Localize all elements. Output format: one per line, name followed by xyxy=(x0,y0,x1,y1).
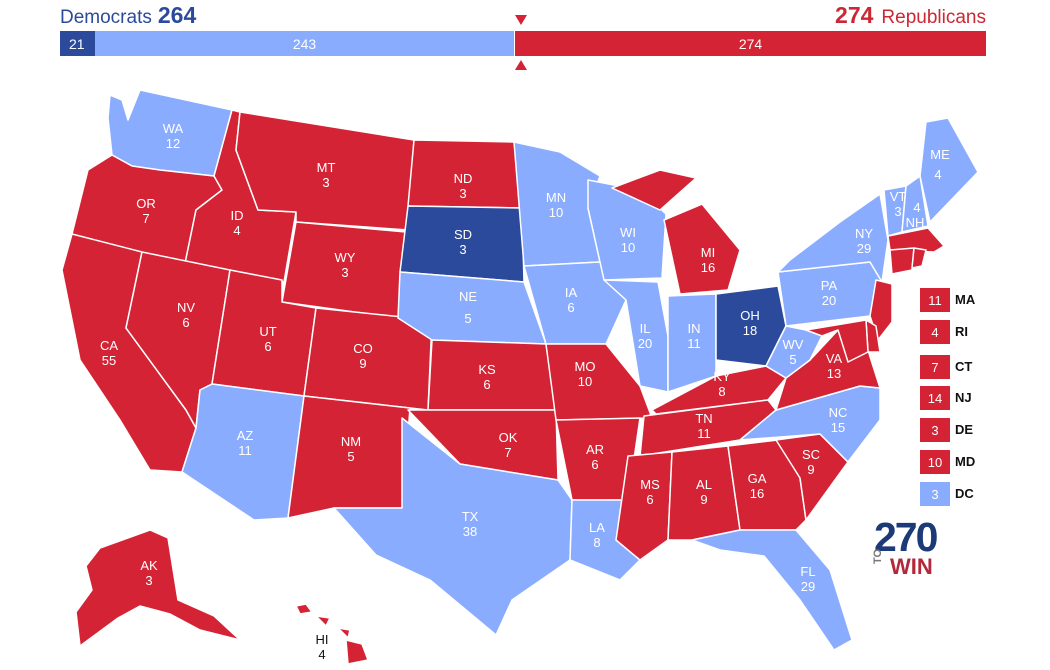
legend-label-de: DE xyxy=(955,422,974,437)
label-me: ME 4 xyxy=(930,147,950,182)
republicans-label: Republicans xyxy=(881,7,986,28)
label-tx: TX 38 xyxy=(462,509,479,539)
label-nd: ND 3 xyxy=(454,171,473,201)
label-ar: AR 6 xyxy=(586,442,604,472)
270-marker-bottom-icon xyxy=(515,60,527,70)
legend-label-md: MD xyxy=(955,454,976,469)
state-tx[interactable] xyxy=(333,417,573,636)
label-fl: FL 29 xyxy=(800,564,815,594)
legend-box-ri[interactable]: 4 xyxy=(920,320,950,344)
label-sc: SC 9 xyxy=(802,447,820,477)
label-ut: UT 6 xyxy=(259,324,276,354)
label-ny: NY 29 xyxy=(855,226,873,256)
state-me[interactable] xyxy=(919,117,979,223)
state-ne[interactable] xyxy=(397,271,547,345)
legend-row-dc[interactable]: 3 DC xyxy=(920,482,1030,506)
label-pa: PA 20 xyxy=(821,278,838,308)
democrats-total: Democrats 264 xyxy=(60,2,196,29)
label-la: LA 8 xyxy=(589,520,605,550)
state-ia[interactable] xyxy=(523,261,627,345)
state-nh[interactable] xyxy=(901,175,929,233)
label-oh: OH 18 xyxy=(740,308,760,338)
label-il: IL 20 xyxy=(638,321,652,351)
legend-label-ct: CT xyxy=(955,359,973,374)
label-tn: TN 11 xyxy=(695,411,712,441)
state-md[interactable] xyxy=(805,319,869,363)
label-ne: NE 5 xyxy=(459,289,477,326)
label-ca: CA 55 xyxy=(100,338,118,368)
label-in: IN 11 xyxy=(687,321,701,351)
label-id: ID 4 xyxy=(231,208,244,238)
republicans-electoral-votes: 274 xyxy=(835,2,874,28)
legend-row-de[interactable]: 3 DE xyxy=(920,418,1030,442)
label-mo: MO 10 xyxy=(575,359,596,389)
legend-box-nj[interactable]: 14 xyxy=(920,386,950,410)
label-al: AL 9 xyxy=(696,477,712,507)
bar-dem-safe: 21 xyxy=(60,31,95,56)
label-nc: NC 15 xyxy=(829,405,848,435)
state-mi[interactable] xyxy=(611,169,741,295)
label-vt: VT 3 xyxy=(890,189,907,219)
legend-box-de[interactable]: 3 xyxy=(920,418,950,442)
270towin-logo: 270 TO WIN xyxy=(872,514,952,584)
legend-label-dc: DC xyxy=(955,486,974,501)
label-wv: WV 5 xyxy=(783,337,804,367)
legend-row-md[interactable]: 10 MD xyxy=(920,450,1030,474)
logo-to: TO xyxy=(872,548,884,564)
label-va: VA 13 xyxy=(826,351,843,381)
legend-row-ct[interactable]: 7 CT xyxy=(920,355,1030,379)
state-ma[interactable] xyxy=(887,227,945,253)
label-nm: NM 5 xyxy=(341,434,361,464)
state-ny[interactable] xyxy=(777,193,889,283)
label-nv: NV 6 xyxy=(177,300,195,330)
logo-win: WIN xyxy=(890,554,933,579)
democrats-electoral-votes: 264 xyxy=(157,2,197,28)
republicans-total: 274 Republicans xyxy=(835,2,986,29)
270-marker-top-icon xyxy=(515,15,527,25)
label-nh: 4 NH xyxy=(906,200,925,230)
label-ok: OK 7 xyxy=(499,430,518,460)
label-ms: MS 6 xyxy=(640,477,660,507)
label-or: OR 7 xyxy=(136,196,156,226)
state-ak[interactable] xyxy=(75,529,241,647)
label-ia: IA 6 xyxy=(565,285,578,315)
legend-label-ma: MA xyxy=(955,292,976,307)
logo-number: 270 xyxy=(874,514,938,560)
democrats-label: Democrats xyxy=(60,7,152,28)
label-wi: WI 10 xyxy=(620,225,636,255)
state-fl[interactable] xyxy=(691,529,853,651)
label-co: CO 9 xyxy=(353,341,373,371)
label-ga: GA 16 xyxy=(748,471,767,501)
label-ks: KS 6 xyxy=(478,362,496,392)
state-ms[interactable] xyxy=(615,451,673,561)
label-mi: MI 16 xyxy=(701,245,715,275)
label-ak: AK 3 xyxy=(140,558,158,588)
state-ri[interactable] xyxy=(911,247,927,269)
legend-box-ma[interactable]: 11 xyxy=(920,288,950,312)
label-az: AZ 11 xyxy=(237,428,254,458)
legend-label-ri: RI xyxy=(955,324,968,339)
legend-row-nj[interactable]: 14 NJ xyxy=(920,386,1030,410)
label-ky: KY 8 xyxy=(713,369,731,399)
label-sd: SD 3 xyxy=(454,227,472,257)
label-mn: MN 10 xyxy=(546,190,566,220)
state-in[interactable] xyxy=(667,293,717,393)
bar-rep: 274 xyxy=(514,31,986,56)
legend-box-dc[interactable]: 3 xyxy=(920,482,950,506)
electoral-vote-bar: 21 243 274 xyxy=(60,31,986,56)
label-hi: HI 4 xyxy=(316,632,329,662)
state-mo[interactable] xyxy=(545,343,653,421)
legend-row-ma[interactable]: 11 MA xyxy=(920,288,1030,312)
bar-dem-lean: 243 xyxy=(95,31,514,56)
state-ct[interactable] xyxy=(889,247,915,275)
legend-box-ct[interactable]: 7 xyxy=(920,355,950,379)
label-wa: WA 12 xyxy=(163,121,184,151)
legend-box-md[interactable]: 10 xyxy=(920,450,950,474)
label-mt: MT 3 xyxy=(317,160,336,190)
state-hi[interactable] xyxy=(295,603,369,665)
legend-label-nj: NJ xyxy=(955,390,972,405)
legend-row-ri[interactable]: 4 RI xyxy=(920,320,1030,344)
label-wy: WY 3 xyxy=(335,250,356,280)
